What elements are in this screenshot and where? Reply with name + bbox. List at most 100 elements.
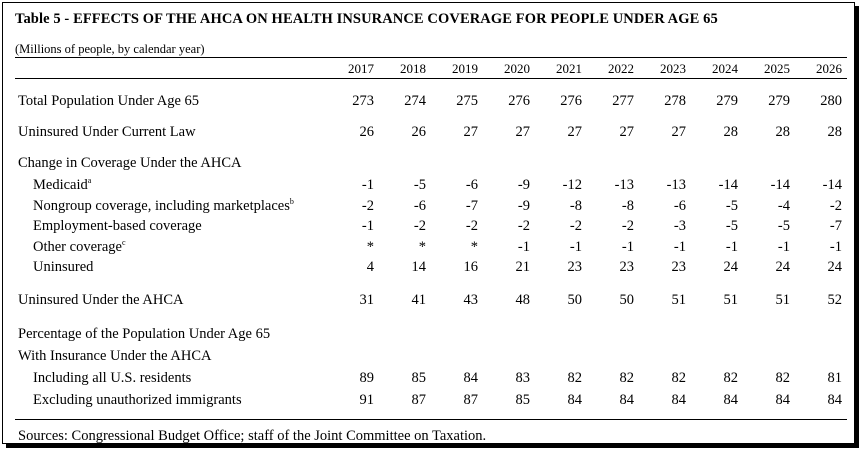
value-cell: -5 (413, 177, 426, 193)
value-cell: 23 (671, 259, 687, 275)
value-cell: -14 (718, 177, 738, 193)
value-cell: 273 (352, 93, 374, 109)
value-cell: -1 (829, 239, 842, 255)
value-cell: -9 (517, 177, 530, 193)
year-header-row: 2017 2018 2019 2020 2021 2022 2023 2024 … (0, 61, 862, 79)
value-cell: 84 (723, 392, 739, 408)
row-excluding-unauthorized: Excluding unauthorized immigrants 91 87 87… (0, 392, 862, 410)
value-cell: 51 (671, 292, 687, 308)
section-heading: With Insurance Under the AHCA (18, 348, 212, 364)
row-total-population: Total Population Under Age 65 273 274 275 2… (0, 93, 862, 111)
value-cell: -1 (777, 239, 790, 255)
value-cell: 82 (723, 370, 739, 386)
value-cell: -4 (777, 198, 790, 214)
year-header: 2023 (660, 61, 686, 76)
value-cell: -2 (569, 218, 582, 234)
value-cell: 50 (567, 292, 583, 308)
value-cell: 48 (515, 292, 531, 308)
value-cell: 85 (411, 370, 427, 386)
value-cell: -1 (569, 239, 582, 255)
value-cell: 24 (827, 259, 843, 275)
value-cell: 28 (775, 124, 791, 140)
value-cell: -1 (621, 239, 634, 255)
value-cell: 274 (404, 93, 426, 109)
value-cell: -8 (621, 198, 634, 214)
value-cell: * (366, 239, 374, 255)
row-employment: Employment-based coverage -1 -2 -2 -2 -2 -2 -3… (0, 218, 862, 236)
value-cell: 276 (508, 93, 530, 109)
year-header: 2021 (556, 61, 582, 76)
value-cell: 278 (664, 93, 686, 109)
value-cell: 82 (619, 370, 635, 386)
value-cell: 279 (716, 93, 738, 109)
year-header: 2019 (452, 61, 478, 76)
row-nongroup: Nongroup coverage, including marketplace… (0, 198, 862, 216)
value-cell: -9 (517, 198, 530, 214)
year-header: 2018 (400, 61, 426, 76)
value-cell: -2 (361, 198, 374, 214)
value-cell: 31 (359, 292, 375, 308)
value-cell: * (470, 239, 478, 255)
value-cell: 81 (827, 370, 843, 386)
value-cell: -12 (562, 177, 582, 193)
value-cell: 21 (515, 259, 531, 275)
footnote-marker: c (121, 238, 126, 247)
row-label: Total Population Under Age 65 (18, 93, 200, 109)
value-cell: 26 (411, 124, 427, 140)
sources-note: Sources: Congressional Budget Office; st… (18, 428, 487, 444)
row-uninsured-ahca: Uninsured Under the AHCA 31 41 43 48 50 50 51 5… (0, 292, 862, 310)
row-label: Nongroup coverage, including marketplace… (33, 197, 294, 215)
value-cell: 28 (827, 124, 843, 140)
value-cell: 276 (560, 93, 582, 109)
footnote-marker: a (87, 176, 92, 185)
row-pct-header-2: With Insurance Under the AHCA (0, 348, 862, 366)
table-frame (2, 2, 855, 444)
value-cell: 84 (827, 392, 843, 408)
value-cell: 51 (723, 292, 739, 308)
value-cell: 43 (463, 292, 479, 308)
value-cell: 27 (671, 124, 687, 140)
value-cell: -13 (614, 177, 634, 193)
row-medicaid: Medicaida -1 -5 -6 -9 -12 -13 -13 -14 -14 -14 (0, 177, 862, 195)
value-cell: 280 (820, 93, 842, 109)
value-cell: -6 (465, 177, 478, 193)
row-label: Excluding unauthorized immigrants (33, 392, 242, 408)
value-cell: -14 (770, 177, 790, 193)
header-rule-top (15, 57, 847, 58)
value-cell: -1 (673, 239, 686, 255)
value-cell: 24 (723, 259, 739, 275)
value-cell: -5 (777, 218, 790, 234)
value-cell: 87 (411, 392, 427, 408)
value-cell: -6 (413, 198, 426, 214)
value-cell: -1 (517, 239, 530, 255)
value-cell: -5 (725, 218, 738, 234)
value-cell: -1 (361, 177, 374, 193)
value-cell: 84 (775, 392, 791, 408)
value-cell: 82 (671, 370, 687, 386)
value-cell: 14 (411, 259, 427, 275)
value-cell: -6 (673, 198, 686, 214)
row-label: Medicaida (33, 176, 92, 194)
row-change-header: Change in Coverage Under the AHCA (0, 155, 862, 173)
value-cell: -2 (829, 198, 842, 214)
year-header: 2024 (712, 61, 738, 76)
value-cell: 16 (463, 259, 479, 275)
row-label: Uninsured Under Current Law (18, 124, 196, 140)
section-heading: Percentage of the Population Under Age 6… (18, 326, 271, 342)
value-cell: -1 (725, 239, 738, 255)
header-rule-bottom (15, 78, 847, 79)
value-cell: 4 (366, 259, 374, 275)
row-pct-header-1: Percentage of the Population Under Age 6… (0, 326, 862, 344)
value-cell: 82 (567, 370, 583, 386)
value-cell: 85 (515, 392, 531, 408)
value-cell: 84 (463, 370, 479, 386)
value-cell: 87 (463, 392, 479, 408)
row-other-coverage: Other coveragec * * * -1 -1 -1 -1 -1 -1 -1 (0, 239, 862, 257)
value-cell: 277 (612, 93, 634, 109)
value-cell: -14 (822, 177, 842, 193)
value-cell: -1 (361, 218, 374, 234)
year-header: 2022 (608, 61, 634, 76)
row-label: Uninsured Under the AHCA (18, 292, 184, 308)
value-cell: 27 (515, 124, 531, 140)
value-cell: 91 (359, 392, 375, 408)
